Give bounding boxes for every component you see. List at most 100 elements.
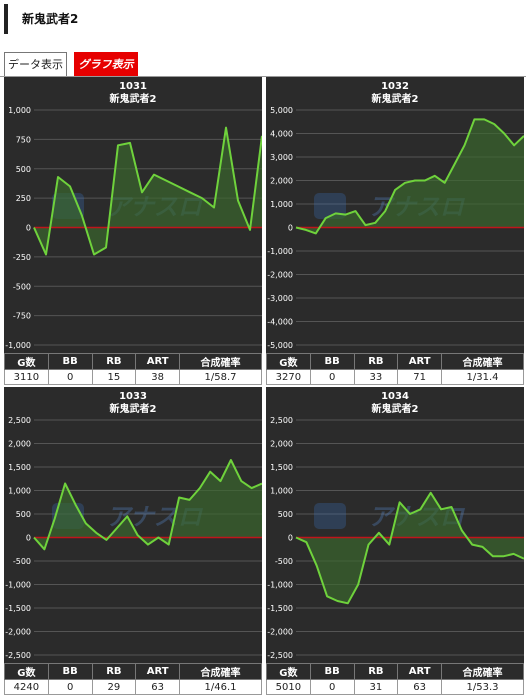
payout-line <box>295 118 524 235</box>
games-value: 5010 <box>266 679 311 695</box>
header-bb: BB <box>47 663 93 680</box>
y-tick-label: -3,000 <box>267 294 293 303</box>
header-games: G数 <box>4 353 49 370</box>
y-tick-label: -1,000 <box>267 247 293 256</box>
y-tick-label: 2,500 <box>8 416 31 425</box>
stats-table: G数 BB RB ART 合成確率 3110 0 15 38 1/58.7 <box>4 353 262 385</box>
header-combined-rate: 合成確率 <box>179 353 262 370</box>
machine-panel-1034: 1034 新鬼武者2 2,500 2,000 1,500 1,000 500 0 -500 -1,… <box>266 387 524 695</box>
header-rb: RB <box>353 663 399 680</box>
chart-box: 1032 新鬼武者2 5,000 4,000 3,000 2,000 1,000 0 -1,00… <box>266 77 524 353</box>
bb-value: 0 <box>309 679 355 695</box>
y-tick-label: -2,000 <box>5 628 31 637</box>
y-tick-label: -5,000 <box>267 341 293 350</box>
combined-rate-value: 1/58.7 <box>179 369 262 385</box>
y-tick-label: 3,000 <box>270 153 293 162</box>
payout-line <box>295 491 524 605</box>
machine-number: 1033 <box>119 391 147 402</box>
y-tick-label: -2,500 <box>267 651 293 660</box>
tab-divider <box>0 76 526 77</box>
chart-box: 1033 新鬼武者2 2,500 2,000 1,500 1,000 500 0 -500 -1,… <box>4 387 262 663</box>
header-bb: BB <box>47 353 93 370</box>
header-art: ART <box>135 353 180 370</box>
combined-rate-value: 1/53.3 <box>441 679 524 695</box>
header-combined-rate: 合成確率 <box>441 353 524 370</box>
combined-rate-value: 1/46.1 <box>179 679 262 695</box>
y-tick-label: -750 <box>13 312 31 321</box>
machine-number: 1031 <box>119 81 147 92</box>
y-tick-label: 1,500 <box>270 463 293 472</box>
rb-value: 33 <box>353 369 399 385</box>
machine-panel-1031: 1031 新鬼武者2 1,000 750 500 250 0 -250 -500 -750 -1,0… <box>4 77 262 385</box>
art-value: 38 <box>135 369 180 385</box>
y-tick-label: -4,000 <box>267 318 293 327</box>
machine-panel-1033: 1033 新鬼武者2 2,500 2,000 1,500 1,000 500 0 -500 -1,… <box>4 387 262 695</box>
bb-value: 0 <box>47 679 93 695</box>
payout-area <box>34 460 262 550</box>
y-tick-label: -1,000 <box>5 341 31 350</box>
y-tick-label: 1,500 <box>8 463 31 472</box>
y-tick-label: 1,000 <box>270 487 293 496</box>
payout-line <box>33 126 262 256</box>
y-tick-label: -2,500 <box>5 651 31 660</box>
machine-name: 新鬼武者2 <box>372 92 419 105</box>
y-tick-label: 2,000 <box>270 440 293 449</box>
bb-value: 0 <box>309 369 355 385</box>
combined-rate-value: 1/31.4 <box>441 369 524 385</box>
y-tick-label: 1,000 <box>8 487 31 496</box>
y-tick-label: -250 <box>13 253 31 262</box>
header-combined-rate: 合成確率 <box>179 663 262 680</box>
header-rb: RB <box>353 353 399 370</box>
y-tick-label: -500 <box>275 557 293 566</box>
y-tick-label: 500 <box>278 510 293 519</box>
y-tick-label: -500 <box>13 557 31 566</box>
logo-emblem-icon <box>314 503 346 529</box>
y-tick-label: -1,500 <box>267 604 293 613</box>
machine-name: 新鬼武者2 <box>110 92 157 105</box>
y-tick-label: -2,000 <box>267 628 293 637</box>
y-tick-label: -1,000 <box>267 581 293 590</box>
header-games: G数 <box>266 663 311 680</box>
y-tick-label: 250 <box>16 194 31 203</box>
art-value: 63 <box>397 679 442 695</box>
y-tick-label: 4,000 <box>270 130 293 139</box>
header-art: ART <box>135 663 180 680</box>
y-tick-label: 2,000 <box>270 177 293 186</box>
payout-area <box>296 492 524 604</box>
y-tick-label: 750 <box>16 135 31 144</box>
chart-box: 1031 新鬼武者2 1,000 750 500 250 0 -250 -500 -750 -1,0… <box>4 77 262 353</box>
rb-value: 31 <box>353 679 399 695</box>
page-title: 新鬼武者2 <box>4 4 504 34</box>
stats-table: G数 BB RB ART 合成確率 3270 0 33 71 1/31.4 <box>266 353 524 385</box>
y-tick-label: -1,000 <box>5 581 31 590</box>
stats-table: G数 BB RB ART 合成確率 5010 0 31 63 1/53.3 <box>266 663 524 695</box>
y-tick-label: -1,500 <box>5 604 31 613</box>
header-rb: RB <box>91 663 137 680</box>
art-value: 63 <box>135 679 180 695</box>
art-value: 71 <box>397 369 442 385</box>
games-value: 3110 <box>4 369 49 385</box>
y-tick-label: 1,000 <box>270 200 293 209</box>
y-tick-label: 1,000 <box>8 106 31 115</box>
machine-name: 新鬼武者2 <box>372 402 419 415</box>
y-tick-label: 2,000 <box>8 440 31 449</box>
games-value: 4240 <box>4 679 49 695</box>
logo-emblem-icon <box>314 193 346 219</box>
y-tick-label: 2,500 <box>270 416 293 425</box>
y-tick-label: -500 <box>13 282 31 291</box>
header-bb: BB <box>309 663 355 680</box>
tab-data-view[interactable]: データ表示 <box>4 52 67 77</box>
payout-area <box>296 119 524 234</box>
payout-line <box>33 459 262 551</box>
y-tick-label: 0 <box>288 224 293 233</box>
header-bb: BB <box>309 353 355 370</box>
machine-number: 1032 <box>381 81 409 92</box>
y-tick-label: 500 <box>16 510 31 519</box>
machine-panel-1032: 1032 新鬼武者2 5,000 4,000 3,000 2,000 1,000 0 -1,00… <box>266 77 524 385</box>
machine-number: 1034 <box>381 391 409 402</box>
games-value: 3270 <box>266 369 311 385</box>
y-tick-label: 0 <box>288 534 293 543</box>
tab-graph-view[interactable]: グラフ表示 <box>74 52 138 77</box>
